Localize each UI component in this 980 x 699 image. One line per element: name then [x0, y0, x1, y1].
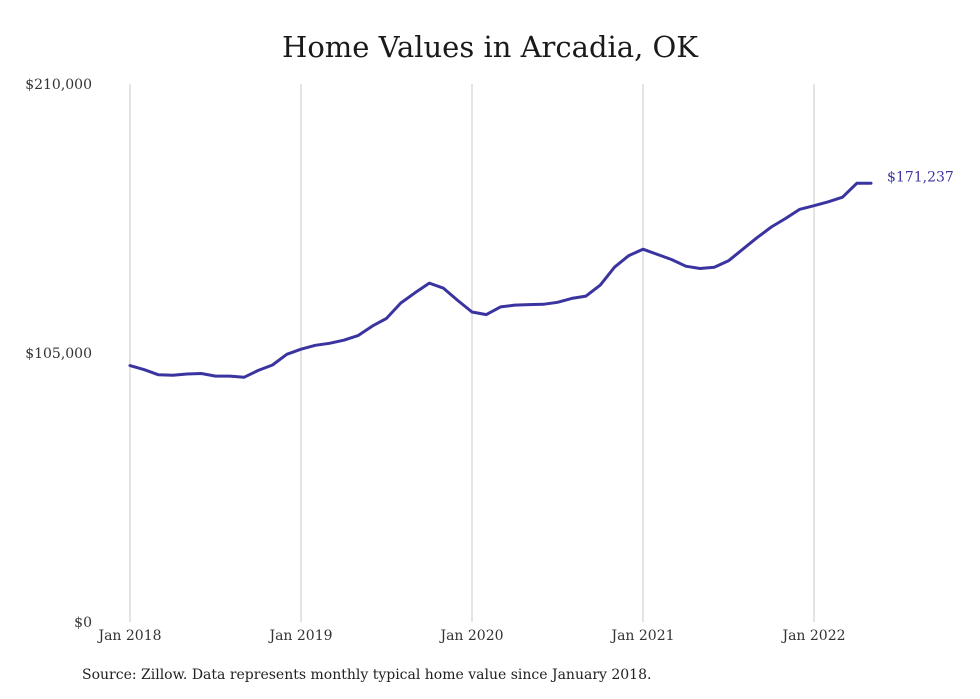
y-tick-label: $105,000: [25, 346, 92, 362]
x-tick-label: Jan 2022: [780, 628, 845, 644]
end-value-label: $171,237: [887, 169, 954, 185]
x-axis-ticks: Jan 2018 Jan 2019 Jan 2020 Jan 2021 Jan 2022: [96, 628, 845, 644]
home-value-line: [128, 181, 873, 379]
y-axis-ticks: $0 $105,000 $210,000: [25, 77, 92, 631]
y-tick-label: $210,000: [25, 77, 92, 93]
source-note: Source: Zillow. Data represents monthly …: [82, 667, 652, 683]
x-tick-label: Jan 2019: [267, 628, 332, 644]
series-layer: [128, 181, 873, 379]
y-tick-label: $0: [74, 615, 92, 631]
end-label-layer: $171,237: [887, 169, 954, 185]
gridlines: [129, 84, 815, 622]
x-tick-label: Jan 2020: [438, 628, 503, 644]
x-tick-label: Jan 2018: [96, 628, 161, 644]
chart-title: Home Values in Arcadia, OK: [282, 30, 698, 64]
x-tick-label: Jan 2021: [609, 628, 674, 644]
